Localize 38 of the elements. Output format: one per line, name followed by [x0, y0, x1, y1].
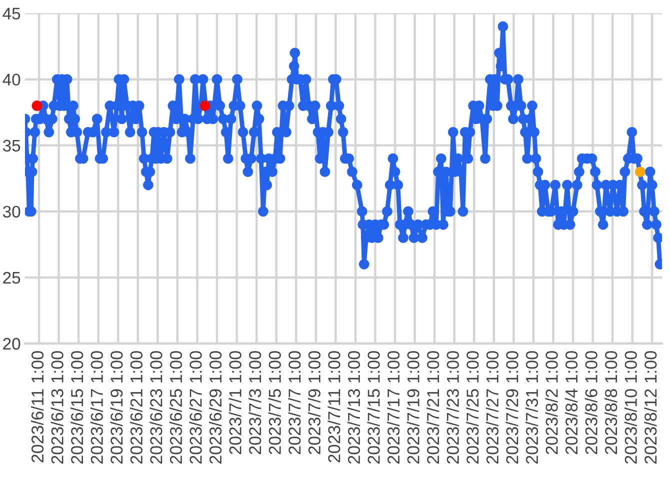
x-tick-label: 2023/8/4 1:00	[565, 351, 578, 454]
x-tick-label: 2023/6/29 1:00	[209, 351, 222, 464]
y-tick-label: 40	[2, 74, 20, 86]
x-tick-label: 2023/6/15 1:00	[70, 351, 84, 464]
x-tick-label: 2023/6/27 1:00	[189, 351, 202, 464]
x-tick-label: 2023/7/23 1:00	[446, 351, 459, 464]
x-tick-label: 2023/7/27 1:00	[486, 351, 498, 464]
x-tick-label: 2023/7/1 1:00	[228, 351, 242, 454]
y-tick-label: 30	[2, 206, 20, 218]
x-tick-label: 2023/7/25 1:00	[466, 351, 479, 464]
x-tick-label: 2023/7/17 1:00	[387, 351, 400, 464]
x-tick-label: 2023/8/12 1:00	[644, 351, 657, 464]
x-tick-label: 2023/7/19 1:00	[406, 351, 420, 464]
x-tick-label: 2023/6/25 1:00	[169, 351, 182, 464]
x-tick-label: 2023/7/29 1:00	[506, 351, 518, 464]
y-tick-label: 45	[2, 8, 20, 20]
x-tick-label: 2023/8/8 1:00	[604, 351, 618, 454]
x-tick-label: 2023/8/10 1:00	[624, 351, 637, 464]
x-tick-label: 2023/7/7 1:00	[288, 351, 301, 454]
x-tick-label: 2023/7/31 1:00	[525, 351, 538, 464]
x-tick-label: 2023/6/17 1:00	[90, 351, 103, 464]
x-tick-label: 2023/7/15 1:00	[367, 351, 380, 464]
x-tick-label: 2023/7/5 1:00	[268, 351, 281, 454]
x-tick-label: 2023/6/19 1:00	[110, 351, 123, 464]
x-tick-label: 2023/6/11 1:00	[31, 351, 44, 462]
x-tick-label: 2023/7/11 1:00	[328, 351, 340, 462]
x-tick-label: 2023/7/3 1:00	[248, 351, 262, 454]
x-tick-label: 2023/7/21 1:00	[426, 351, 440, 464]
y-tick-label: 35	[2, 140, 20, 152]
x-tick-label: 2023/6/13 1:00	[50, 351, 64, 464]
x-tick-label: 2023/7/9 1:00	[308, 351, 320, 454]
x-tick-label: 2023/8/6 1:00	[584, 351, 598, 454]
y-tick-label: 20	[3, 338, 20, 350]
x-tick-label: 2023/6/21 1:00	[130, 351, 142, 464]
x-tick-label: 2023/8/2 1:00	[545, 351, 558, 454]
x-tick-label: 2023/7/13 1:00	[347, 351, 360, 464]
y-tick-label: 25	[3, 272, 20, 284]
x-tick-label: 2023/6/23 1:00	[150, 351, 162, 464]
